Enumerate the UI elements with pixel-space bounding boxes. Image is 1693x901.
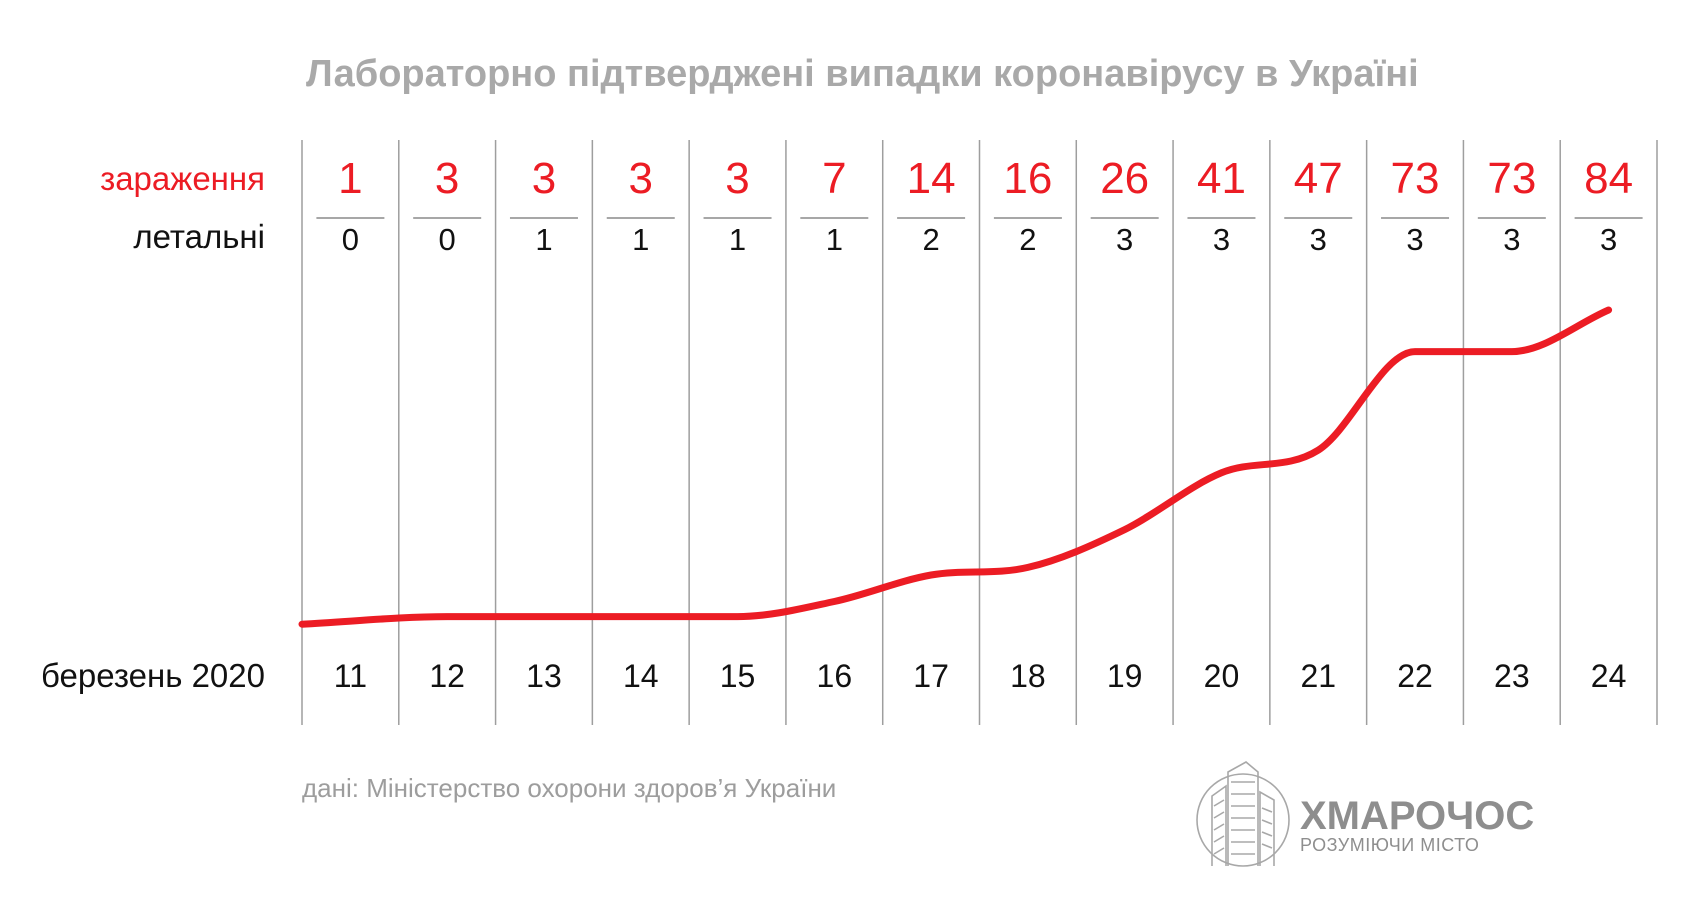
cases-trend-line: [298, 306, 1613, 628]
cases-value-16: 7: [822, 154, 846, 203]
cases-value-22: 73: [1391, 154, 1440, 203]
row-label-cases: зараження: [100, 160, 265, 197]
chart-title: Лабораторно підтверджені випадки коронав…: [306, 53, 1419, 95]
deaths-value-22: 3: [1406, 222, 1423, 257]
date-label-21: 21: [1300, 658, 1336, 694]
deaths-value-16: 1: [826, 222, 843, 257]
cases-value-19: 26: [1100, 154, 1149, 203]
skyscraper-icon: [1196, 761, 1290, 867]
brand-tagline: РОЗУМІЮЧИ МІСТО: [1300, 835, 1479, 855]
date-label-15: 15: [720, 658, 756, 694]
cases-value-15: 3: [725, 154, 749, 203]
value-cells: 1011301231133114311571161421716218263194…: [316, 154, 1643, 694]
deaths-value-14: 1: [632, 222, 649, 257]
deaths-value-19: 3: [1116, 222, 1133, 257]
date-label-12: 12: [429, 658, 465, 694]
brand-logo: ХМАРОЧОС РОЗУМІЮЧИ МІСТО: [1196, 761, 1534, 867]
deaths-value-11: 0: [342, 222, 359, 257]
date-label-18: 18: [1010, 658, 1046, 694]
deaths-value-24: 3: [1600, 222, 1617, 257]
deaths-value-21: 3: [1310, 222, 1327, 257]
deaths-value-12: 0: [439, 222, 456, 257]
cases-value-17: 14: [907, 154, 956, 203]
cases-value-12: 3: [435, 154, 459, 203]
deaths-value-18: 2: [1019, 222, 1036, 257]
row-label-dates: березень 2020: [41, 657, 265, 694]
grid-lines: [301, 140, 1658, 725]
deaths-value-23: 3: [1503, 222, 1520, 257]
deaths-value-17: 2: [922, 222, 939, 257]
deaths-value-20: 3: [1213, 222, 1230, 257]
date-label-20: 20: [1204, 658, 1240, 694]
brand-name: ХМАРОЧОС: [1300, 794, 1534, 838]
deaths-value-15: 1: [729, 222, 746, 257]
cases-value-13: 3: [532, 154, 556, 203]
cases-value-21: 47: [1294, 154, 1343, 203]
cases-value-11: 1: [338, 154, 362, 203]
cases-value-24: 84: [1584, 154, 1633, 203]
cases-value-18: 16: [1003, 154, 1052, 203]
date-label-23: 23: [1494, 658, 1530, 694]
cases-value-14: 3: [629, 154, 653, 203]
date-label-22: 22: [1397, 658, 1433, 694]
cases-value-23: 73: [1487, 154, 1536, 203]
date-label-11: 11: [334, 658, 367, 694]
date-label-16: 16: [817, 658, 853, 694]
row-label-deaths: летальні: [133, 218, 265, 255]
deaths-value-13: 1: [535, 222, 552, 257]
source-note: дані: Міністерство охорони здоров’я Укра…: [302, 773, 836, 803]
cases-value-20: 41: [1197, 154, 1246, 203]
date-label-19: 19: [1107, 658, 1143, 694]
date-label-24: 24: [1591, 658, 1627, 694]
date-label-13: 13: [526, 658, 562, 694]
date-label-17: 17: [913, 658, 949, 694]
date-label-14: 14: [623, 658, 659, 694]
